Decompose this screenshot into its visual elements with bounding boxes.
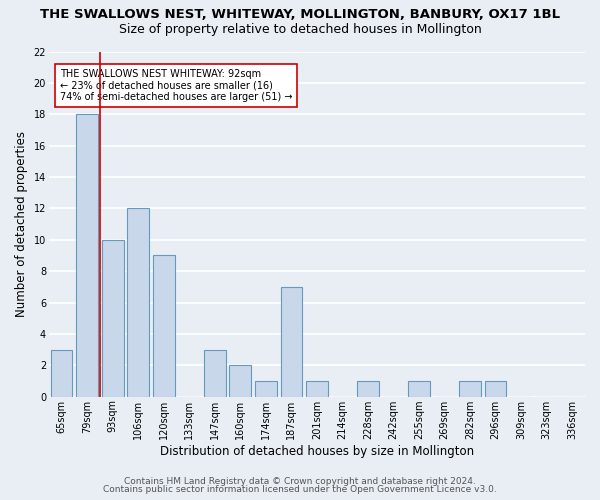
Bar — [102, 240, 124, 396]
Bar — [76, 114, 98, 396]
Bar — [127, 208, 149, 396]
Bar — [204, 350, 226, 397]
Text: Contains public sector information licensed under the Open Government Licence v3: Contains public sector information licen… — [103, 484, 497, 494]
Bar — [255, 381, 277, 396]
Text: Contains HM Land Registry data © Crown copyright and database right 2024.: Contains HM Land Registry data © Crown c… — [124, 477, 476, 486]
Bar — [153, 256, 175, 396]
Text: Size of property relative to detached houses in Mollington: Size of property relative to detached ho… — [119, 22, 481, 36]
Text: THE SWALLOWS NEST WHITEWAY: 92sqm
← 23% of detached houses are smaller (16)
74% : THE SWALLOWS NEST WHITEWAY: 92sqm ← 23% … — [59, 69, 292, 102]
Bar — [485, 381, 506, 396]
Bar — [51, 350, 73, 397]
Bar — [306, 381, 328, 396]
Bar — [408, 381, 430, 396]
X-axis label: Distribution of detached houses by size in Mollington: Distribution of detached houses by size … — [160, 444, 474, 458]
Bar — [229, 366, 251, 396]
Text: THE SWALLOWS NEST, WHITEWAY, MOLLINGTON, BANBURY, OX17 1BL: THE SWALLOWS NEST, WHITEWAY, MOLLINGTON,… — [40, 8, 560, 20]
Bar — [459, 381, 481, 396]
Bar — [357, 381, 379, 396]
Bar — [281, 287, 302, 397]
Y-axis label: Number of detached properties: Number of detached properties — [15, 131, 28, 317]
